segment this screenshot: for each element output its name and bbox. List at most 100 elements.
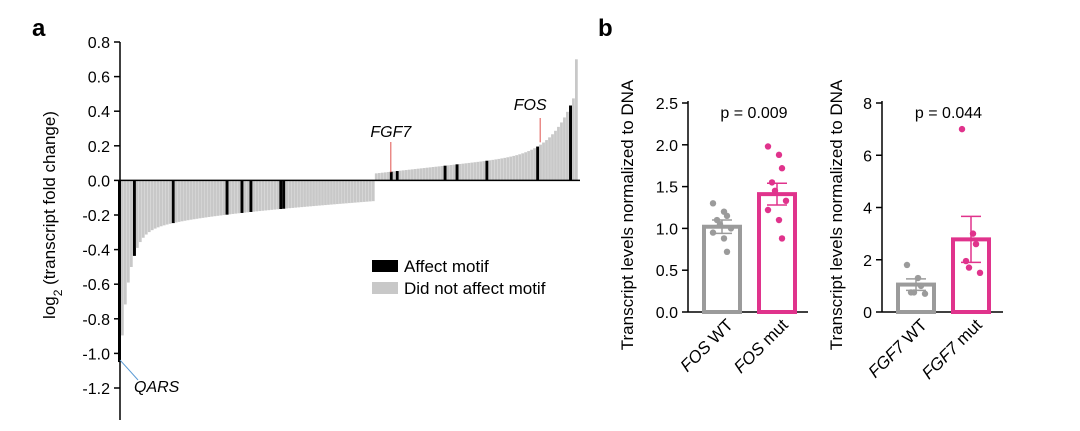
panel-label-a: a (32, 15, 46, 42)
bar-no-affect (291, 180, 294, 208)
mut-bar (757, 192, 797, 314)
bar-no-affect (234, 180, 238, 214)
bar-no-affect (350, 180, 354, 203)
p-value: p = 0.044 (915, 105, 982, 122)
fgf7-label: FGF7 (370, 124, 412, 141)
bar-no-affect (458, 163, 462, 181)
bar-no-affect (168, 180, 172, 224)
bar-no-affect (380, 172, 384, 181)
bar-no-affect (264, 180, 268, 211)
y-tick-label: -0.8 (82, 312, 110, 329)
bar-no-affect (449, 165, 453, 181)
bar-no-affect (452, 164, 456, 181)
fos-label: FOS (514, 97, 547, 114)
bar-no-affect (467, 162, 471, 181)
y-tick-label: 0.0 (88, 173, 110, 190)
y-tick-label: 4 (863, 201, 872, 218)
mut-data-point (782, 197, 790, 205)
bar-affect-motif (225, 180, 229, 215)
mut-data-point (976, 269, 984, 277)
bar-affect-motif (249, 180, 253, 212)
bar-no-affect (446, 165, 450, 181)
bar-no-affect (377, 173, 381, 181)
bar-no-affect (306, 180, 309, 207)
y-axis-label: Transcript levels normalized to DNA (618, 79, 637, 350)
y-tick-label: 0.2 (88, 139, 110, 156)
bar-no-affect (219, 180, 223, 216)
bar-no-affect (506, 157, 510, 181)
bar-no-affect (491, 159, 495, 181)
bar-no-affect (554, 130, 557, 181)
bar-no-affect (267, 180, 271, 211)
bar-no-affect (557, 126, 560, 181)
bar-no-affect (533, 148, 536, 181)
legend-swatch-no-affect (372, 282, 398, 294)
bar-no-affect (476, 161, 480, 181)
bar-no-affect (228, 180, 232, 215)
bar-no-affect (246, 180, 250, 213)
wt-data-point (914, 274, 922, 282)
bar-no-affect (123, 180, 127, 305)
wt-data-point (723, 212, 731, 220)
bar-no-affect (422, 168, 426, 181)
legend-label-no-affect: Did not affect motif (404, 279, 546, 298)
bar-affect-motif (536, 146, 540, 181)
bar-no-affect (494, 159, 498, 181)
bar-no-affect (563, 117, 566, 181)
qars-label: QARS (134, 379, 180, 396)
bar-no-affect (294, 180, 297, 208)
bar-no-affect (407, 169, 411, 181)
bar-no-affect (515, 155, 519, 181)
mut-data-point (965, 264, 973, 271)
bar-no-affect (575, 59, 578, 181)
wt-data-point (720, 235, 728, 242)
bar-no-affect (165, 180, 169, 225)
bar-no-affect (339, 180, 342, 204)
bar-no-affect (174, 180, 178, 223)
bar-no-affect (392, 171, 396, 181)
bar-no-affect (189, 180, 193, 220)
bar-no-affect (270, 180, 274, 210)
y-tick-label: -0.4 (82, 243, 110, 260)
mut-data-point (778, 235, 786, 242)
bar-no-affect (473, 162, 477, 181)
panel-label-b: b (598, 15, 613, 42)
bar-no-affect (464, 163, 468, 181)
bar-affect-motif (395, 171, 399, 181)
mut-data-point (764, 143, 772, 150)
bar-no-affect (497, 158, 501, 181)
bar-no-affect (374, 173, 378, 181)
bar-no-affect (530, 149, 533, 181)
bar-no-affect (186, 180, 190, 221)
bar-no-affect (509, 156, 513, 181)
wt-data-point (716, 221, 724, 228)
y-tick-label: 2 (863, 253, 872, 270)
wt-data-point (917, 282, 925, 290)
bar-no-affect (342, 180, 345, 204)
bar-no-affect (243, 180, 247, 213)
bar-no-affect (572, 98, 575, 181)
mut-data-point (962, 257, 970, 265)
p-value: p = 0.009 (720, 105, 787, 122)
bar-no-affect (315, 180, 318, 206)
bar-no-affect (126, 180, 130, 283)
y-axis-label-suffix: (transcript fold change) (40, 111, 59, 290)
bar-no-affect (512, 155, 516, 181)
y-tick-label: 8 (863, 96, 872, 113)
y-tick-label: -0.2 (82, 208, 110, 225)
mut-data-point (972, 240, 980, 248)
legend-swatch-affect (372, 260, 398, 272)
bar-no-affect (321, 180, 324, 206)
bar-no-affect (521, 153, 524, 181)
mut-data-point (768, 179, 776, 186)
y-tick-label: -0.6 (82, 277, 110, 294)
mut-data-point (775, 151, 783, 159)
y-tick-label: -1.0 (82, 346, 110, 363)
bar-affect-motif (132, 180, 136, 256)
bar-affect-motif (282, 180, 286, 209)
mut-data-point (778, 165, 786, 172)
fgf7-bar-chart: 0 2 4 6 8 Transcript levels normalized to DNA… (827, 79, 1003, 383)
bar-no-affect (503, 157, 507, 181)
bar-no-affect (479, 161, 483, 181)
